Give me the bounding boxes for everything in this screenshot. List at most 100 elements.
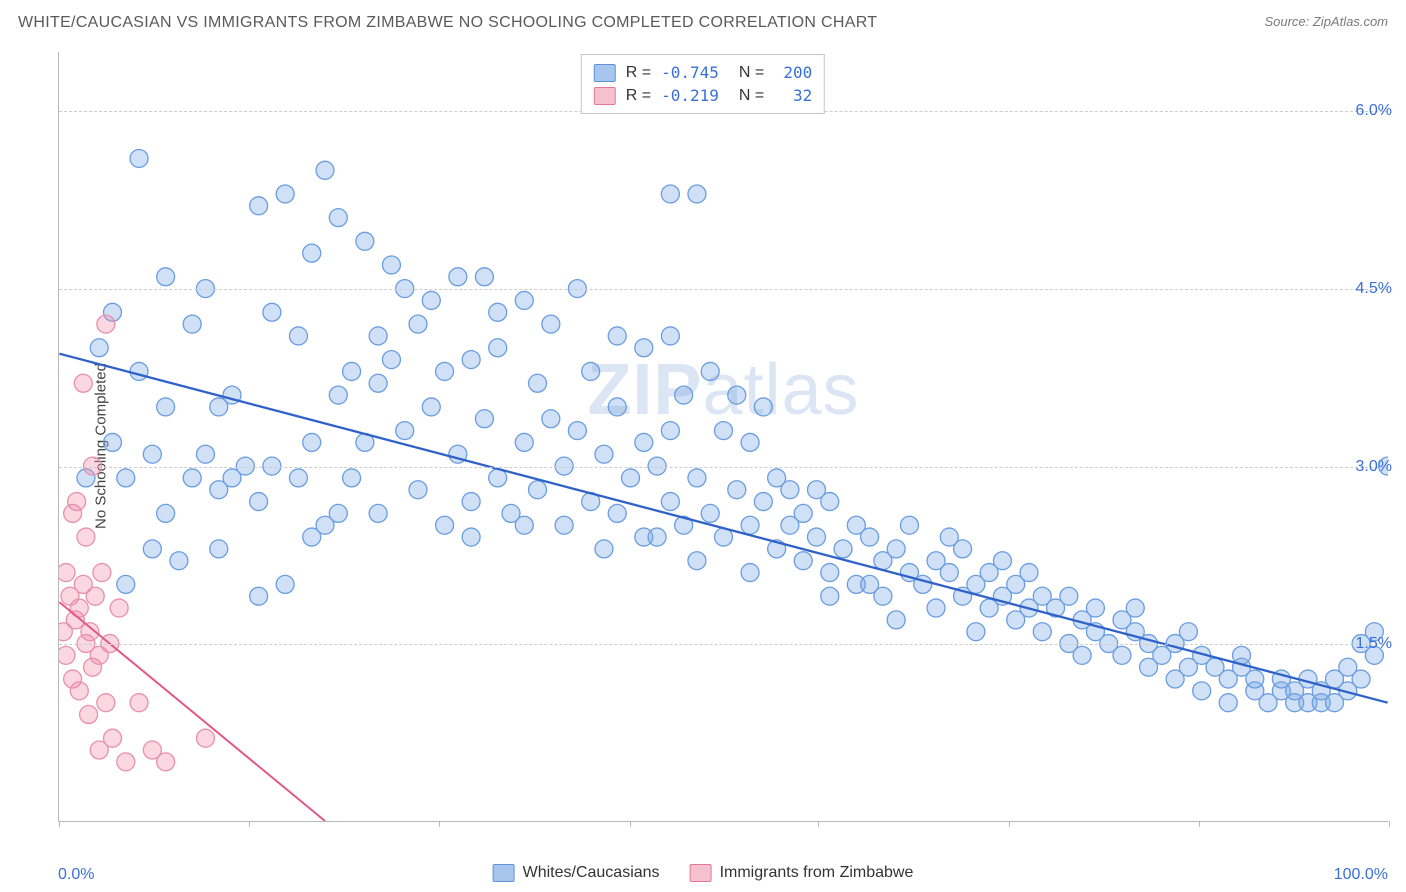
scatter-point	[608, 504, 626, 522]
scatter-point	[143, 540, 161, 558]
source-attribution: Source: ZipAtlas.com	[1264, 14, 1388, 29]
scatter-point	[289, 469, 307, 487]
scatter-point	[449, 268, 467, 286]
scatter-point	[356, 232, 374, 250]
scatter-point	[688, 185, 706, 203]
scatter-point	[462, 493, 480, 511]
scatter-point	[196, 729, 214, 747]
scatter-point	[68, 493, 86, 511]
scatter-point	[77, 528, 95, 546]
scatter-point	[861, 575, 879, 593]
scatter-point	[1086, 599, 1104, 617]
scatter-point	[715, 422, 733, 440]
x-tick	[630, 821, 631, 827]
scatter-point	[157, 398, 175, 416]
y-tick-label: 3.0%	[1356, 458, 1392, 476]
scatter-point	[475, 410, 493, 428]
scatter-point	[489, 339, 507, 357]
scatter-point	[382, 256, 400, 274]
scatter-point	[821, 564, 839, 582]
scatter-point	[661, 327, 679, 345]
scatter-point	[289, 327, 307, 345]
scatter-point	[741, 516, 759, 534]
legend-correlation: R =-0.745N =200R =-0.219N =32	[581, 54, 825, 114]
legend-correlation-row: R =-0.745N =200	[594, 61, 812, 84]
scatter-point	[110, 599, 128, 617]
scatter-point	[661, 493, 679, 511]
scatter-point	[794, 504, 812, 522]
scatter-point	[396, 422, 414, 440]
scatter-point	[183, 315, 201, 333]
scatter-point	[661, 422, 679, 440]
scatter-point	[86, 587, 104, 605]
scatter-point	[635, 433, 653, 451]
scatter-point	[130, 362, 148, 380]
scatter-point	[608, 398, 626, 416]
scatter-point	[648, 528, 666, 546]
scatter-point	[834, 540, 852, 558]
scatter-point	[1193, 682, 1211, 700]
plot-area: ZIPatlas	[58, 52, 1388, 822]
scatter-point	[701, 504, 719, 522]
scatter-point	[595, 445, 613, 463]
x-tick	[249, 821, 250, 827]
scatter-point	[1073, 646, 1091, 664]
x-tick	[818, 821, 819, 827]
trend-line	[59, 602, 325, 821]
scatter-point	[316, 161, 334, 179]
scatter-point	[940, 564, 958, 582]
r-value: -0.745	[661, 63, 719, 82]
legend-series-item: Immigrants from Zimbabwe	[690, 864, 914, 882]
scatter-point	[369, 327, 387, 345]
scatter-point	[555, 516, 573, 534]
scatter-point	[940, 528, 958, 546]
scatter-point	[1219, 694, 1237, 712]
scatter-point	[741, 433, 759, 451]
scatter-point	[515, 516, 533, 534]
scatter-point	[276, 185, 294, 203]
scatter-point	[661, 185, 679, 203]
legend-series-label: Immigrants from Zimbabwe	[720, 864, 914, 882]
scatter-point	[343, 469, 361, 487]
scatter-point	[807, 481, 825, 499]
scatter-point	[515, 291, 533, 309]
scatter-point	[263, 303, 281, 321]
scatter-point	[754, 493, 772, 511]
scatter-point	[59, 564, 75, 582]
scatter-point	[741, 564, 759, 582]
scatter-point	[210, 540, 228, 558]
x-tick	[59, 821, 60, 827]
scatter-point	[1246, 670, 1264, 688]
scatter-point	[688, 469, 706, 487]
scatter-point	[542, 410, 560, 428]
scatter-point	[1113, 646, 1131, 664]
scatter-point	[130, 149, 148, 167]
scatter-point	[97, 315, 115, 333]
scatter-point	[436, 516, 454, 534]
scatter-point	[157, 753, 175, 771]
scatter-point	[343, 362, 361, 380]
scatter-point	[582, 362, 600, 380]
scatter-point	[97, 694, 115, 712]
legend-correlation-row: R =-0.219N =32	[594, 84, 812, 107]
scatter-point	[382, 351, 400, 369]
scatter-point	[183, 469, 201, 487]
scatter-point	[675, 386, 693, 404]
trend-line	[59, 354, 1387, 703]
scatter-point	[369, 374, 387, 392]
legend-series-item: Whites/Caucasians	[493, 864, 660, 882]
scatter-point	[821, 587, 839, 605]
scatter-point	[475, 268, 493, 286]
scatter-point	[93, 564, 111, 582]
scatter-point	[117, 575, 135, 593]
scatter-point	[130, 694, 148, 712]
scatter-point	[329, 386, 347, 404]
legend-swatch	[690, 864, 712, 882]
scatter-point	[595, 540, 613, 558]
chart-title: WHITE/CAUCASIAN VS IMMIGRANTS FROM ZIMBA…	[18, 14, 877, 32]
legend-series: Whites/Caucasians Immigrants from Zimbabw…	[493, 864, 914, 882]
scatter-point	[688, 552, 706, 570]
scatter-point	[196, 445, 214, 463]
x-axis-max-label: 100.0%	[1334, 866, 1388, 884]
scatter-point	[250, 587, 268, 605]
